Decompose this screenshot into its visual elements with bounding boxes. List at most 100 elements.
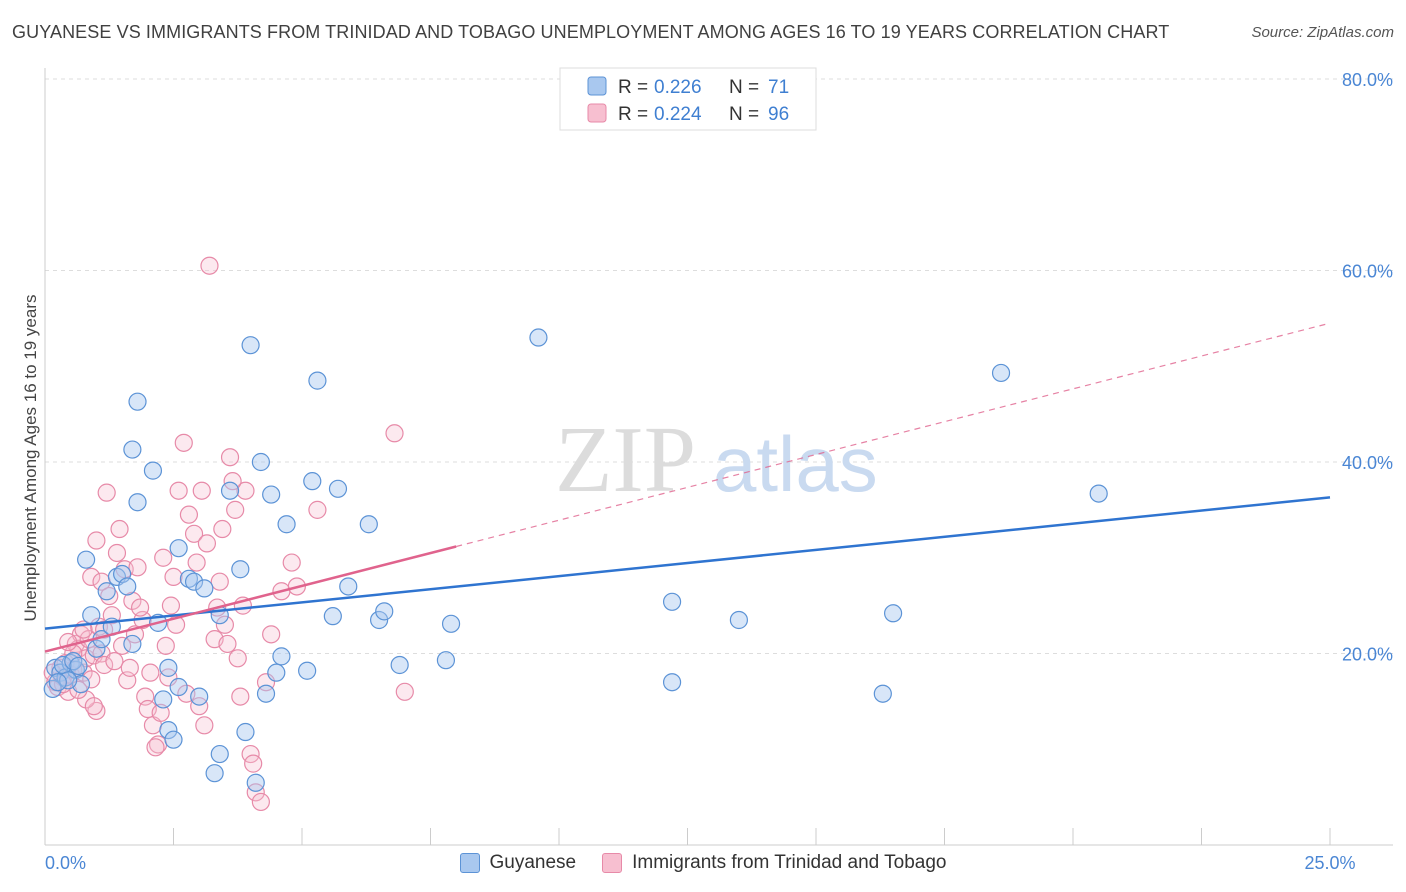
trinidad-point [156, 636, 175, 655]
guyanese-point [231, 560, 250, 579]
trinidad-point [244, 754, 263, 773]
guyanese-point [328, 479, 348, 498]
guyanese-point [662, 673, 682, 692]
trinidad-point [308, 500, 327, 519]
trinidad-point [161, 596, 181, 615]
trinidad-point [226, 500, 245, 519]
trinidad-point [218, 634, 237, 654]
legend-swatch-guyanese [459, 853, 480, 873]
y-axis-label: Unemployment Among Ages 16 to 19 years [21, 295, 40, 622]
trinidad-point [87, 701, 106, 721]
guyanese-point [195, 579, 214, 598]
guyanese-point [662, 592, 682, 611]
guyanese-point [251, 452, 270, 472]
trinidad-point [107, 543, 127, 563]
guyanese-point [48, 673, 67, 692]
trinidad-point [146, 738, 165, 757]
trinidad-point [184, 524, 204, 543]
legend-item-guyanese: Guyanese [459, 852, 577, 874]
guyanese-point [205, 764, 224, 783]
trinidad-point [100, 586, 119, 606]
guyanese-point [220, 481, 240, 500]
guyanese-point [323, 607, 342, 626]
guyanese-point [143, 461, 163, 480]
trinidad-point [110, 519, 129, 539]
guyanese-point [179, 569, 199, 588]
guyanese-point [729, 610, 749, 630]
guyanese-point [339, 577, 358, 596]
trinidad-point [210, 572, 229, 591]
guyanese-point [262, 485, 281, 504]
trinidad-point [236, 481, 255, 500]
guyanese-point [436, 651, 456, 670]
guyanese-point [991, 363, 1011, 383]
guyanese-point [267, 663, 286, 682]
y-tick-label: 40.0% [1342, 453, 1393, 473]
legend-n-label-pink: N = [729, 104, 764, 125]
legend-swatch-trinidad [602, 853, 623, 873]
trinidad-point [82, 670, 101, 689]
legend-label-guyanese: Guyanese [489, 852, 577, 873]
guyanese-point [241, 336, 260, 355]
trinidad-point [395, 682, 414, 701]
series-trinidad-points [43, 256, 414, 812]
trinidad-point [190, 697, 209, 716]
guyanese-point [169, 677, 188, 697]
trinidad-point [105, 652, 124, 671]
trinidad-point [179, 505, 199, 524]
guyanese-point [123, 440, 142, 459]
guyanese-point [1089, 484, 1108, 503]
trinidad-point [95, 655, 114, 675]
trinidad-point [130, 598, 150, 617]
trinidad-trend-extension [456, 322, 1331, 548]
trinidad-point [174, 433, 193, 452]
trinidad-point [192, 481, 211, 500]
guyanese-point [97, 582, 116, 601]
guyanese-point [154, 690, 173, 709]
watermark-atlas: atlas [713, 420, 878, 508]
source-label: Source: ZipAtlas.com [1251, 24, 1394, 41]
legend-swatch-pink [587, 103, 607, 123]
trinidad-point [228, 649, 247, 668]
guyanese-point [303, 472, 322, 491]
trinidad-point [154, 548, 173, 567]
series-guyanese-points [43, 328, 1108, 792]
trinidad-point [220, 448, 240, 467]
guyanese-point [164, 730, 183, 749]
legend-n-label-blue: N = [729, 77, 764, 98]
legend-r-value-blue: 0.226 [654, 77, 702, 98]
guyanese-point [390, 655, 409, 675]
y-tick-label: 60.0% [1342, 262, 1393, 282]
guyanese-point [123, 634, 142, 654]
legend-item-trinidad: Immigrants from Trinidad and Tobago [602, 852, 947, 874]
guyanese-point [159, 720, 178, 740]
trinidad-point [200, 256, 219, 275]
guyanese-point [128, 493, 147, 512]
trinidad-point [128, 558, 147, 577]
chart-title: GUYANESE VS IMMIGRANTS FROM TRINIDAD AND… [12, 22, 1170, 42]
trinidad-point [151, 703, 170, 722]
trinidad-point [282, 553, 301, 572]
legend-n-value-blue: 71 [768, 77, 789, 98]
guyanese-trend-line [44, 496, 1331, 630]
guyanese-point [441, 614, 461, 633]
x-tick-label: 0.0% [45, 853, 86, 873]
trinidad-point [141, 663, 160, 682]
guyanese-point [359, 515, 378, 534]
trinidad-point [187, 553, 206, 572]
guyanese-point [210, 744, 229, 764]
trinidad-point [213, 519, 232, 539]
series-legend: Guyanese Immigrants from Trinidad and To… [0, 852, 1406, 874]
trinidad-trend-line [44, 545, 457, 653]
guyanese-point [375, 602, 394, 621]
trinidad-point [231, 687, 250, 706]
legend-r-label-blue: R = [618, 77, 653, 98]
guyanese-point [529, 328, 548, 347]
guyanese-point [184, 572, 204, 591]
guyanese-point [256, 684, 276, 703]
trinidad-point [164, 567, 183, 587]
watermark-zip: ZIP [555, 408, 696, 512]
trinidad-point [169, 481, 188, 500]
legend-n-value-pink: 96 [768, 104, 789, 125]
